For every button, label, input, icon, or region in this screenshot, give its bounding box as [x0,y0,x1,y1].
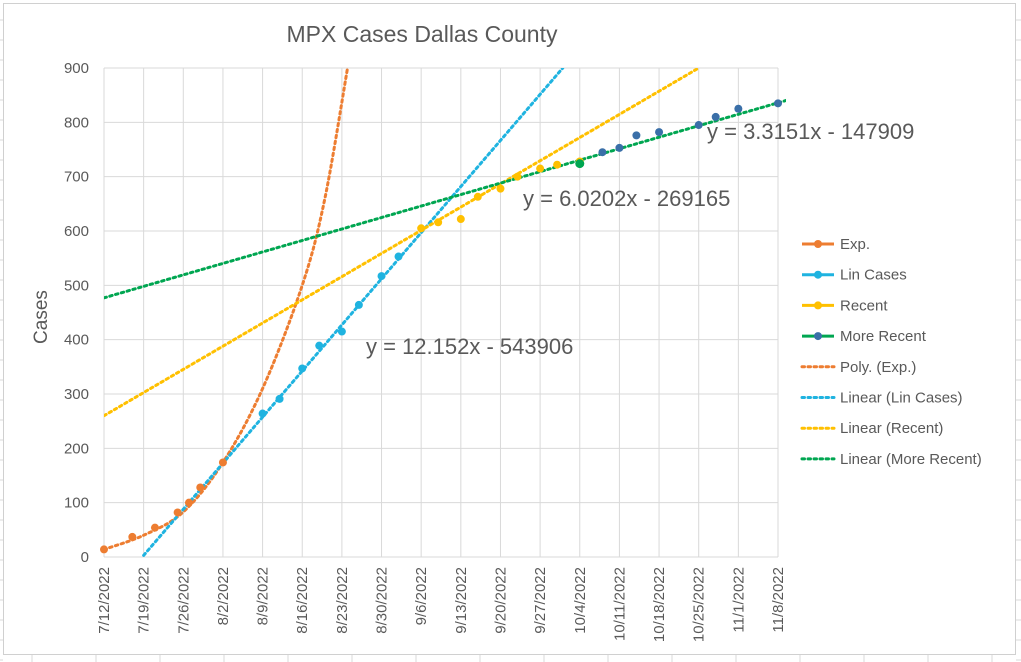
legend-label: Linear (Recent) [840,420,943,437]
x-tick-label: 10/4/2022 [572,567,589,634]
legend-marker [814,240,822,248]
y-tick-label: 400 [64,332,89,349]
data-point [694,121,703,130]
data-point [575,159,585,169]
y-axis-label: Cases [31,290,52,344]
legend-marker [814,301,822,310]
x-tick-label: 11/8/2022 [770,567,787,633]
data-point [615,143,624,152]
trendline-equations: y = 12.152x - 543906 y = 6.0202x - 269165… [366,119,914,359]
x-tick-label: 8/9/2022 [255,567,272,625]
data-point [354,300,363,309]
x-tick-label: 11/1/2022 [730,567,747,633]
legend-label: Lin Cases [840,267,907,284]
data-point [258,409,267,418]
x-tick-label: 7/26/2022 [175,567,192,634]
chart-frame[interactable]: MPX Cases Dallas County 0 100 200 300 400 500… [3,3,1016,655]
y-tick-label: 300 [64,386,89,403]
legend-label: Recent [840,297,888,314]
data-point [496,184,505,193]
x-tick-label: 10/25/2022 [691,567,708,642]
x-axis-ticks: 7/12/2022 7/19/2022 7/26/2022 8/2/2022 8/9/2… [96,567,787,642]
data-point [150,523,159,532]
data-point [173,508,182,517]
y-tick-label: 200 [64,440,89,457]
gridlines [103,67,779,558]
data-point [536,164,545,173]
data-point [377,272,386,281]
data-point [315,341,324,350]
y-tick-label: 800 [64,114,89,131]
legend-label: Poly. (Exp.) [840,359,916,376]
data-point [598,148,607,157]
data-point [218,458,227,467]
trendline-equation: y = 6.0202x - 269165 [523,186,730,211]
data-point [337,327,346,336]
y-tick-label: 600 [64,223,89,240]
trendline [104,68,350,551]
trendline [104,68,701,418]
x-tick-label: 8/2/2022 [215,567,232,625]
x-tick-label: 9/20/2022 [492,567,509,634]
x-tick-label: 8/16/2022 [294,567,311,634]
trendline-equation: y = 12.152x - 543906 [366,334,573,359]
data-point [434,218,443,227]
data-point [655,128,664,137]
data-point [128,532,137,541]
data-point [417,224,426,233]
legend-label: More Recent [840,328,927,345]
x-tick-label: 9/6/2022 [413,567,430,625]
legend: Exp. Lin Cases Recent More Recent Poly. (Exp… [800,236,982,468]
y-tick-label: 700 [64,169,89,186]
data-point [100,545,108,554]
x-tick-label: 8/30/2022 [374,567,391,634]
data-point [456,215,465,224]
y-axis-ticks: 0 100 200 300 400 500 600 700 800 900 [64,60,89,566]
data-point [632,131,641,140]
x-tick-label: 8/23/2022 [334,567,351,634]
x-tick-label: 9/27/2022 [532,567,549,634]
data-point [473,192,482,201]
chart-plot: MPX Cases Dallas County 0 100 200 300 400 500… [31,21,982,642]
legend-label: Linear (More Recent) [840,451,982,468]
y-tick-label: 900 [64,60,89,77]
data-point [513,172,522,181]
trendlines [104,68,786,557]
x-tick-label: 7/12/2022 [96,567,113,634]
data-point [184,498,193,507]
y-tick-label: 500 [64,277,89,294]
data-point [553,160,562,169]
y-tick-label: 0 [81,549,89,566]
x-tick-label: 10/11/2022 [611,567,628,641]
data-point [711,112,720,121]
trendline-equation: y = 3.3151x - 147909 [707,119,914,144]
data-point [394,252,403,261]
data-point [298,364,307,373]
data-point [774,99,782,108]
data-point [275,394,284,403]
data-point [734,104,743,113]
legend-marker [814,270,822,279]
trendline [104,98,786,300]
trendline [142,68,565,557]
chart-title: MPX Cases Dallas County [287,21,558,47]
y-tick-label: 100 [64,495,89,512]
data-markers [100,99,782,554]
data-point [196,483,205,492]
x-tick-label: 10/18/2022 [651,567,668,642]
legend-label: Exp. [840,236,870,253]
legend-label: Linear (Lin Cases) [840,390,963,407]
x-tick-label: 7/19/2022 [136,567,153,634]
x-tick-label: 9/13/2022 [453,567,470,634]
legend-marker [814,332,822,341]
